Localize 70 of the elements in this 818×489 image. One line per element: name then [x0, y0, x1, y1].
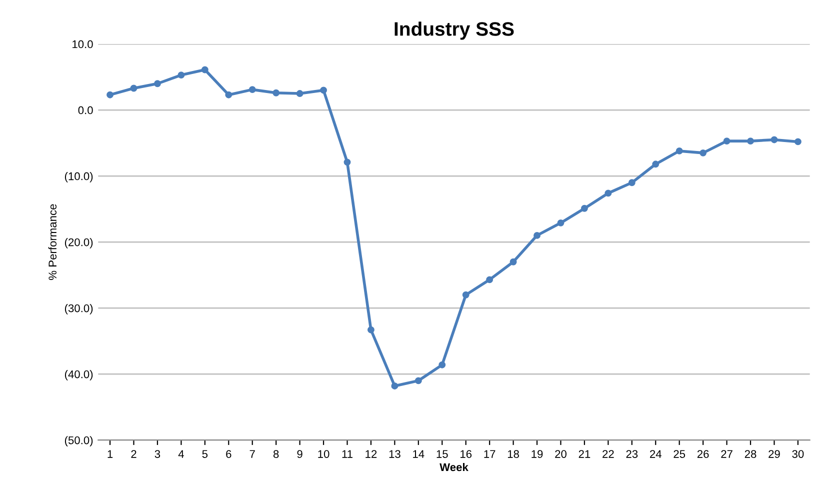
point	[225, 91, 232, 98]
point	[676, 147, 683, 154]
point	[344, 158, 351, 166]
x-tick-label: 4	[178, 450, 184, 458]
point	[320, 86, 327, 94]
x-tick-label: 2	[131, 450, 136, 458]
y-tick-label: (20.0)	[64, 238, 93, 248]
x-tick-label: 8	[273, 450, 279, 458]
x-tick-label: 11	[342, 450, 352, 458]
x-tick-label: 3	[154, 450, 160, 458]
point	[296, 90, 304, 97]
point	[604, 190, 612, 197]
x-tick-label: 20	[555, 450, 566, 458]
point	[534, 232, 540, 239]
x-tick-label: 7	[250, 450, 255, 458]
y-tick-label: (50.0)	[64, 436, 93, 446]
point	[272, 89, 280, 96]
y-tick-label: (30.0)	[64, 304, 93, 314]
point	[652, 160, 660, 168]
point	[438, 361, 446, 368]
x-tick-label: 10	[318, 450, 330, 458]
point	[580, 204, 588, 212]
point	[154, 80, 161, 88]
x-tick-label: 15	[436, 450, 448, 458]
x-tick-label: 9	[297, 450, 302, 458]
point	[248, 86, 256, 94]
x-tick-label: 6	[226, 450, 232, 458]
y-tick-label: (40.0)	[64, 370, 93, 380]
y-tick-label: (10.0)	[64, 172, 93, 182]
point	[130, 84, 138, 92]
point	[700, 149, 707, 156]
point	[201, 66, 208, 74]
point	[747, 138, 754, 145]
x-tick-label: 23	[626, 450, 638, 458]
point	[462, 291, 470, 298]
x-tick-label: 30	[792, 450, 804, 458]
point	[178, 72, 185, 79]
x-tick-label: 14	[413, 450, 424, 458]
x-tick-label: 21	[578, 450, 590, 458]
y-tick-label: 0.0	[78, 106, 93, 114]
point	[628, 179, 636, 186]
x-tick-label: 1	[108, 450, 113, 458]
point	[794, 138, 802, 146]
point	[557, 219, 564, 226]
point	[414, 377, 422, 384]
x-tick-label: 24	[650, 450, 662, 458]
y-tick-label: 10.0	[72, 40, 93, 48]
x-tick-label: 26	[697, 450, 709, 458]
x-tick-label: 13	[389, 450, 400, 458]
x-tick-label: 29	[768, 450, 780, 458]
x-tick-label: 18	[508, 450, 519, 458]
x-tick-label: 12	[366, 450, 377, 458]
x-axis-title: Week	[440, 462, 468, 472]
x-tick-label: 5	[202, 450, 208, 458]
point	[486, 276, 494, 284]
x-tick-label: 28	[744, 450, 756, 458]
x-tick-label: 25	[674, 450, 686, 458]
point	[723, 138, 730, 145]
point	[106, 91, 114, 98]
x-tick-label: 27	[721, 450, 732, 458]
point	[391, 382, 398, 390]
x-tick-label: 16	[460, 450, 472, 458]
x-tick-label: 17	[484, 450, 496, 458]
x-tick-label: 22	[602, 450, 614, 458]
x-tick-label: 19	[532, 450, 543, 458]
y-axis-title: % Performance	[48, 204, 57, 280]
chart-title: Industry SSS	[394, 22, 514, 40]
point	[367, 326, 374, 334]
point	[770, 136, 778, 144]
point	[510, 258, 517, 266]
